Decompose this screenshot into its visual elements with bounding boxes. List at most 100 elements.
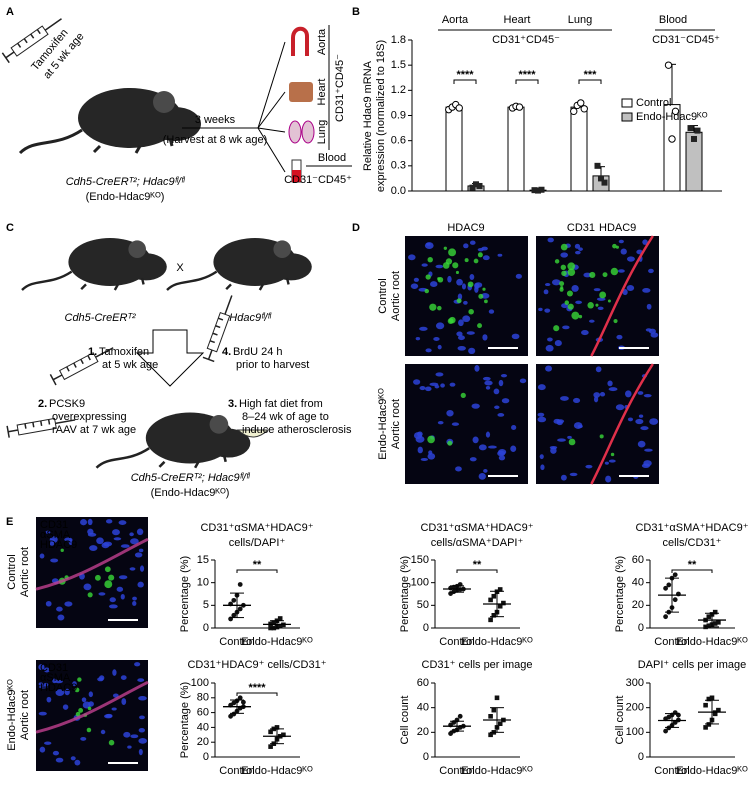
data-point — [716, 620, 721, 625]
nucleus — [118, 520, 127, 525]
mouse-feet — [225, 277, 290, 291]
nucleus — [49, 536, 58, 543]
nucleus — [425, 386, 432, 392]
data-point — [501, 600, 506, 606]
nucleus — [597, 306, 604, 311]
green-signal — [467, 281, 474, 288]
nucleus — [435, 264, 444, 269]
y-tick-label: 0 — [203, 622, 209, 634]
green-signal — [478, 293, 484, 299]
nucleus — [567, 435, 572, 439]
significance: **** — [456, 69, 474, 81]
nucleus — [537, 416, 547, 423]
panel-letter: A — [6, 6, 14, 18]
y-axis-label: Percentage (%) — [614, 556, 626, 632]
significance: ** — [688, 559, 697, 571]
group-label: CD31⁻CD45⁺ — [652, 34, 720, 46]
y-tick-label: 40 — [197, 721, 209, 733]
nucleus — [493, 388, 500, 395]
nucleus — [571, 285, 579, 292]
micrograph — [405, 364, 528, 484]
nucleus — [578, 247, 583, 251]
step-text: BrdU 24 h — [233, 346, 283, 358]
nucleus — [138, 737, 147, 744]
green-signal — [74, 687, 80, 693]
food-bowl — [236, 429, 270, 438]
nucleus — [415, 435, 425, 443]
green-signal — [484, 299, 488, 304]
row-label: Aortic root — [390, 399, 402, 449]
data-point — [601, 179, 608, 186]
data-point — [237, 582, 243, 587]
column-header: CD31 — [567, 222, 595, 234]
label: 3 weeks — [195, 114, 236, 126]
nucleus — [437, 344, 442, 350]
nucleus — [487, 445, 497, 449]
nucleus — [138, 748, 143, 756]
data-point — [691, 135, 697, 142]
nucleus — [482, 334, 488, 341]
label: Cdh5-CreERᵀ²; Hdac9ᶠˡ/ᶠˡ — [66, 176, 185, 188]
data-point — [580, 105, 588, 113]
micrograph — [405, 236, 528, 356]
green-signal — [568, 438, 576, 446]
nucleus — [622, 289, 628, 296]
nucleus — [648, 268, 654, 274]
label: expression (normalized to 18S) — [375, 40, 387, 192]
stain-label: αSMA — [40, 529, 71, 541]
data-point — [706, 696, 712, 702]
data-point — [231, 597, 237, 603]
data-point — [515, 103, 524, 111]
mouse-ear — [273, 240, 291, 258]
x-tick-label: Endo-Hdac9ᴷᴼ — [461, 636, 533, 648]
nucleus — [120, 593, 125, 600]
micrograph — [536, 236, 659, 356]
significance: ** — [253, 559, 262, 571]
data-point — [706, 614, 712, 619]
green-signal — [447, 318, 454, 325]
nucleus — [130, 734, 139, 739]
green-signal — [477, 323, 482, 329]
data-point — [703, 725, 708, 730]
data-point — [687, 125, 694, 132]
category-label: Heart — [504, 14, 531, 26]
green-signal — [108, 739, 115, 746]
nucleus — [501, 398, 510, 404]
nucleus — [420, 457, 429, 461]
data-point — [241, 699, 246, 705]
step-text: High fat diet from — [239, 398, 323, 410]
green-signal — [443, 246, 447, 250]
label: CD31⁻CD45⁺ — [284, 174, 352, 186]
nucleus — [538, 307, 543, 312]
nucleus — [494, 405, 500, 410]
mouse-head — [125, 253, 167, 281]
nucleus — [498, 455, 506, 461]
mouse-icon — [18, 88, 201, 155]
step-text: induce atherosclerosis — [242, 424, 352, 436]
y-axis-label: Percentage (%) — [179, 556, 191, 632]
data-point — [712, 609, 718, 615]
nucleus — [589, 319, 595, 323]
nucleus — [87, 528, 94, 535]
green-signal — [455, 270, 460, 275]
nucleus — [547, 337, 553, 342]
mouse-tail — [166, 270, 218, 291]
nucleus — [544, 283, 551, 287]
data-point — [281, 732, 286, 738]
row-label: Control — [377, 278, 389, 313]
nucleus — [413, 379, 421, 385]
mouse-ear — [128, 240, 146, 258]
sig-bracket — [236, 569, 278, 573]
nucleus — [138, 728, 146, 733]
green-signal — [77, 677, 82, 682]
data-point — [237, 695, 243, 701]
branch — [257, 127, 286, 133]
data-point — [672, 572, 678, 578]
nucleus — [550, 447, 557, 454]
nucleus — [44, 741, 52, 745]
data-point — [703, 702, 708, 708]
nucleus — [573, 422, 583, 429]
nucleus — [449, 382, 456, 387]
nucleus — [132, 596, 137, 601]
y-axis-label: Cell count — [399, 696, 411, 745]
